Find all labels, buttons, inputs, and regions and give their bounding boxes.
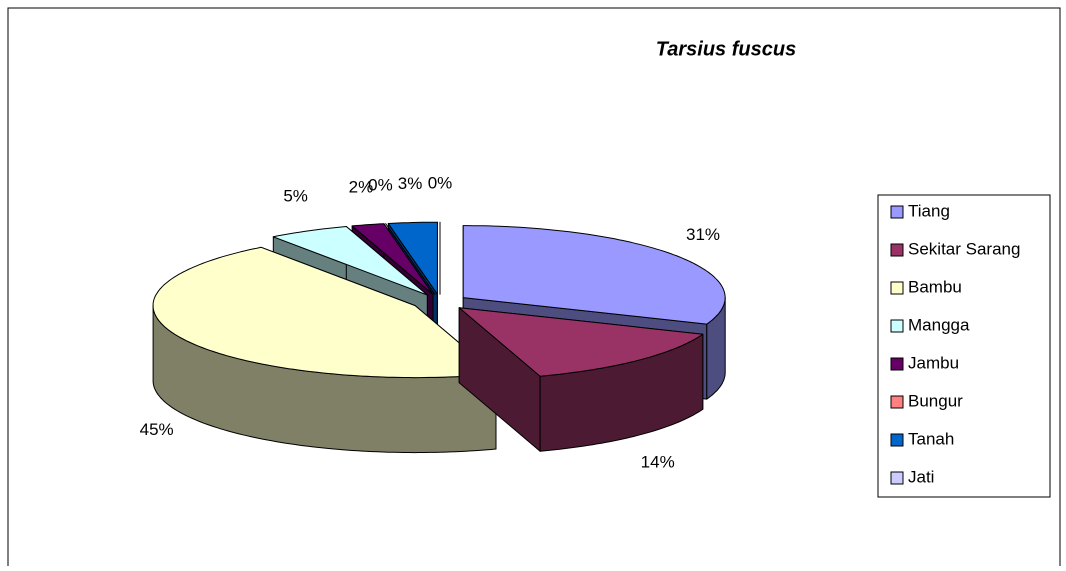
legend-swatch: [890, 319, 904, 333]
slice: [458, 307, 704, 377]
legend-swatch: [890, 471, 904, 485]
data-label: 5%: [283, 186, 308, 205]
legend-label: Tiang: [908, 201, 950, 220]
legend-label: Jambu: [908, 353, 959, 372]
slice: [272, 226, 428, 296]
data-label: 14%: [641, 452, 675, 471]
data-label: 2%: [349, 177, 374, 196]
legend-swatch: [890, 395, 904, 409]
slice: [387, 221, 438, 295]
slice: [152, 246, 497, 379]
legend-swatch: [890, 433, 904, 447]
legend-box: [877, 194, 1051, 498]
legend-swatch: [890, 243, 904, 257]
legend-label: Bungur: [908, 391, 963, 410]
slice: [462, 225, 726, 325]
chart-title: Tarsius fuscus: [656, 38, 796, 60]
legend-swatch: [890, 357, 904, 371]
legend-label: Mangga: [908, 315, 970, 334]
legend-label: Bambu: [908, 277, 962, 296]
data-label: 31%: [686, 225, 720, 244]
legend-label: Sekitar Sarang: [908, 239, 1020, 258]
legend-label: Jati: [908, 467, 934, 486]
slice: [385, 223, 436, 295]
slice: [351, 223, 434, 295]
legend-label: Tanah: [908, 429, 954, 448]
legend-swatch: [890, 281, 904, 295]
data-label: 0%: [368, 176, 393, 195]
data-label: 3%: [398, 174, 423, 193]
data-label: 0%: [428, 174, 453, 193]
legend-swatch: [890, 205, 904, 219]
data-label: 45%: [140, 420, 174, 439]
